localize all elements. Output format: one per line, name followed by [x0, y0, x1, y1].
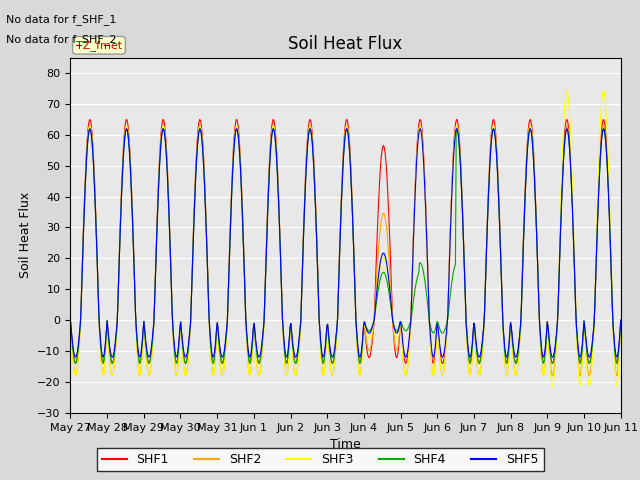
Text: No data for f_SHF_2: No data for f_SHF_2	[6, 34, 117, 45]
Legend: SHF1, SHF2, SHF3, SHF4, SHF5: SHF1, SHF2, SHF3, SHF4, SHF5	[97, 448, 543, 471]
Y-axis label: Soil Heat Flux: Soil Heat Flux	[19, 192, 31, 278]
Text: No data for f_SHF_1: No data for f_SHF_1	[6, 14, 116, 25]
Text: TZ_fmet: TZ_fmet	[76, 40, 122, 51]
Title: Soil Heat Flux: Soil Heat Flux	[289, 35, 403, 53]
X-axis label: Time: Time	[330, 438, 361, 451]
